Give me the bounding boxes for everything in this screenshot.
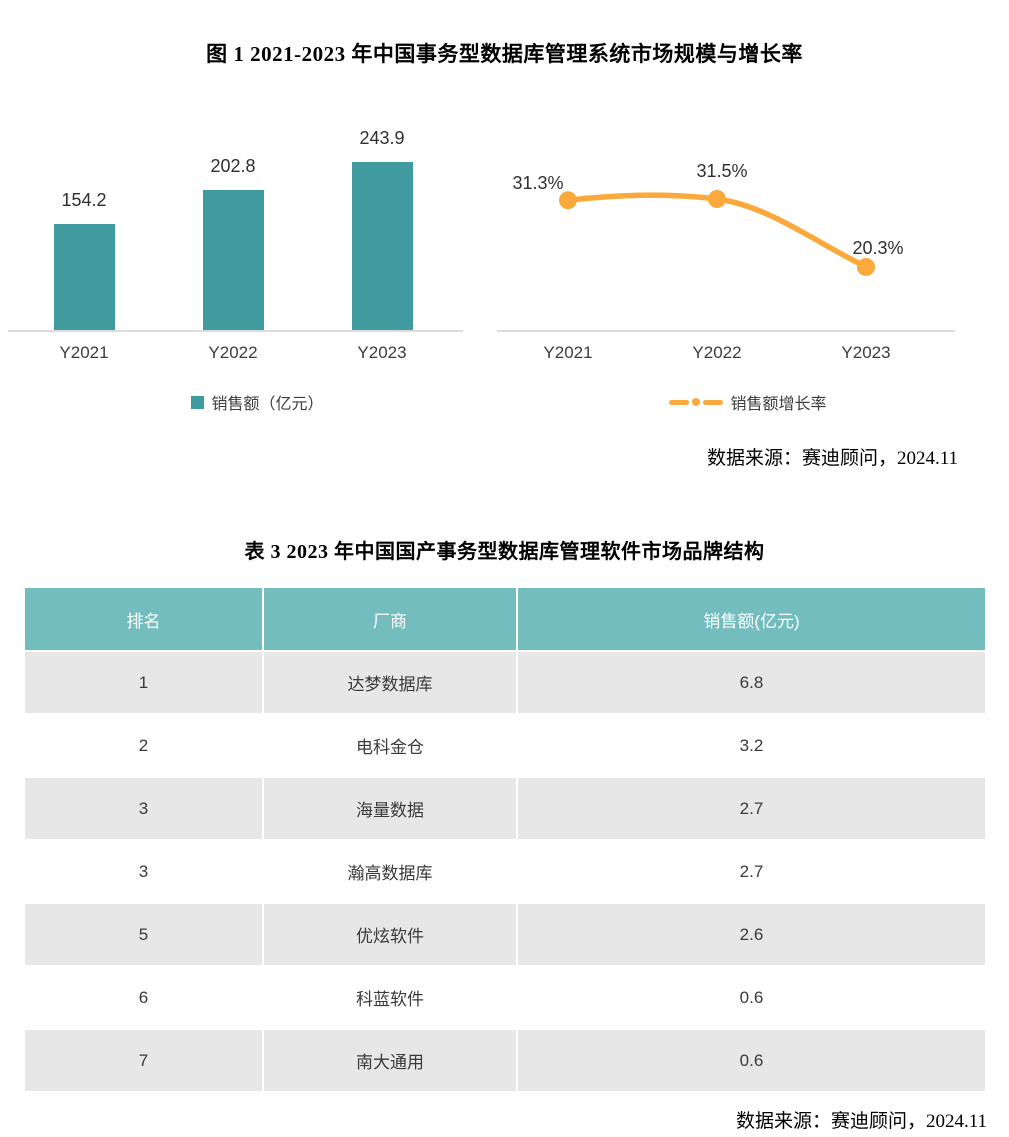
brand-table: 排名 厂商 销售额(亿元) 1 达梦数据库 6.8 2 电科金仓 3.2 3 海…	[25, 588, 985, 1091]
table-cell-sales: 2.7	[518, 778, 985, 839]
table-cell-sales: 0.6	[518, 1030, 985, 1091]
table-cell-vendor: 科蓝软件	[264, 967, 516, 1028]
legend-line-icon	[669, 398, 724, 406]
table-header-cell: 销售额(亿元)	[518, 588, 985, 650]
bar-value-label: 154.2	[61, 190, 107, 210]
table-header-cell: 厂商	[264, 588, 516, 650]
bar	[351, 162, 413, 330]
table-cell-rank: 1	[25, 652, 262, 713]
table-cell-vendor: 达梦数据库	[264, 652, 516, 713]
table-cell-vendor: 瀚高数据库	[264, 841, 516, 902]
table-cell-vendor: 南大通用	[264, 1030, 516, 1091]
table-cell-rank: 7	[25, 1030, 262, 1091]
bar-value-label: 202.8	[210, 156, 256, 176]
table-cell-vendor: 优炫软件	[264, 904, 516, 965]
table-cell-sales: 0.6	[518, 967, 985, 1028]
x-tick-label: Y2021	[543, 343, 593, 362]
bar-group: 243.9	[327, 128, 437, 330]
line-chart-x-axis-line	[497, 330, 955, 332]
table-cell-rank: 2	[25, 715, 262, 776]
table-cell-sales: 2.7	[518, 841, 985, 902]
table-cell-rank: 6	[25, 967, 262, 1028]
data-point-marker	[559, 191, 577, 210]
table-cell-sales: 2.6	[518, 904, 985, 965]
bar-legend-label: 销售额（亿元）	[211, 396, 324, 413]
bar	[53, 224, 115, 330]
bar	[202, 190, 264, 330]
x-tick-label: Y2022	[692, 343, 742, 362]
data-point-marker	[857, 257, 875, 276]
x-tick-label: Y2023	[357, 343, 407, 362]
data-source-note: 数据来源：赛迪顾问，2024.11	[706, 448, 958, 469]
data-point-marker	[708, 190, 726, 208]
x-tick-label: Y2023	[841, 343, 891, 362]
line-value-label: 31.5%	[696, 161, 748, 181]
table-cell-sales: 6.8	[518, 652, 985, 713]
bar-legend: 销售额（亿元）	[30, 390, 485, 414]
table-header-cell: 排名	[25, 588, 262, 650]
bar-chart-x-axis-line	[8, 330, 463, 332]
table-cell-vendor: 电科金仓	[264, 715, 516, 776]
x-tick-label: Y2022	[208, 343, 258, 362]
table-cell-rank: 3	[25, 841, 262, 902]
table-cell-rank: 5	[25, 904, 262, 965]
bar-group: 202.8	[178, 156, 288, 330]
figure-title: 图 1 2021-2023 年中国事务型数据库管理系统市场规模与增长率	[206, 42, 803, 66]
data-source-note: 数据来源：赛迪顾问，2024.11	[735, 1111, 987, 1132]
line-legend-label: 销售额增长率	[730, 396, 827, 413]
line-legend: 销售额增长率	[518, 390, 978, 414]
growth-line-chart	[559, 190, 875, 276]
x-tick-label: Y2021	[59, 343, 109, 362]
line-value-label: 20.3%	[852, 238, 904, 258]
table-title: 表 3 2023 年中国国产事务型数据库管理软件市场品牌结构	[244, 541, 765, 563]
bar-value-label: 243.9	[359, 128, 405, 148]
table-cell-vendor: 海量数据	[264, 778, 516, 839]
table-cell-sales: 3.2	[518, 715, 985, 776]
line-value-label: 31.3%	[512, 173, 564, 193]
legend-square-icon	[191, 395, 205, 409]
bar-group: 154.2	[29, 190, 139, 330]
table-cell-rank: 3	[25, 778, 262, 839]
